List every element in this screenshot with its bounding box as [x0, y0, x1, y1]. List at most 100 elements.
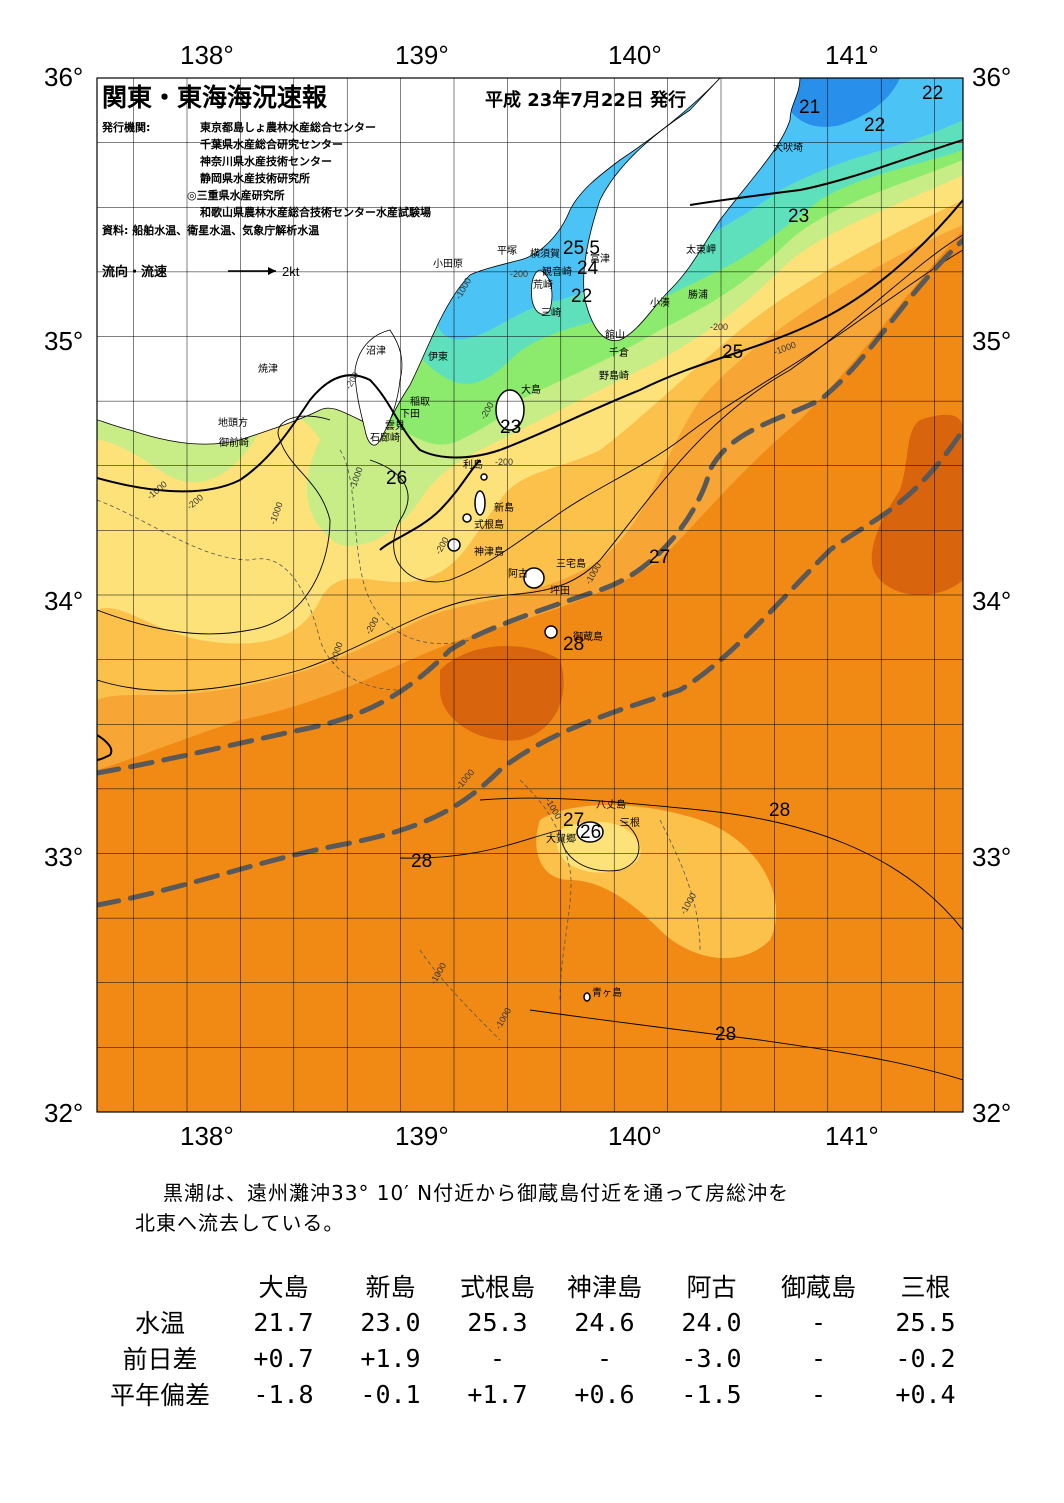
isotherm-line-bold	[379, 459, 481, 551]
place-name: 野島崎	[599, 369, 629, 382]
table-col-header: 三根	[900, 1273, 951, 1302]
table-cell: -0.1	[360, 1379, 421, 1409]
lat-label-left: 36°	[44, 62, 83, 92]
table-corner	[90, 1268, 230, 1304]
isotherm-label: 28	[563, 634, 584, 655]
land-boso-peninsula	[583, 78, 801, 342]
island-mikurajima	[544, 625, 558, 639]
lat-label-left: 33°	[44, 842, 83, 872]
legend-unit: 2kt	[282, 264, 300, 279]
isotherm-label: 28	[411, 851, 432, 872]
isotherm-label: 26	[386, 468, 407, 489]
table-cell: -1.8	[253, 1379, 314, 1409]
isotherm-label: 21	[799, 97, 820, 118]
table-cell: 25.5	[895, 1307, 956, 1337]
isotherm-line	[479, 797, 963, 931]
table-cell: -	[810, 1307, 827, 1337]
isotherm-line	[559, 819, 640, 872]
table-cell: 21.7	[253, 1307, 314, 1337]
table-cell: -	[810, 1343, 827, 1373]
land-kanto-mainland	[97, 78, 721, 445]
lat-label-left: 32°	[44, 1098, 83, 1128]
lon-label-top: 139°	[395, 40, 449, 70]
issuer-item: 東京都島しょ農林水産総合センター	[200, 120, 376, 134]
place-name: 富津	[590, 252, 610, 265]
isobath-label: -200	[495, 457, 513, 467]
table-cell: -	[596, 1343, 613, 1373]
isotherm-label: 27	[563, 810, 584, 831]
place-name: 阿古	[508, 567, 528, 580]
table-row: 水温 21.7 23.0 25.3 24.6 24.0 - 25.5	[90, 1304, 979, 1340]
place-name: 式根島	[474, 518, 504, 531]
isobath-line	[519, 779, 572, 1001]
sea-area-warm-patch	[440, 646, 564, 741]
island-toshima	[480, 473, 488, 481]
legend-arrowhead-icon	[268, 267, 276, 275]
lat-label-right: 36°	[972, 62, 1011, 92]
place-name: 下田	[400, 409, 420, 420]
place-name: 千倉	[609, 346, 629, 359]
sea-area-21	[780, 78, 900, 127]
isotherm-label: 25	[722, 342, 743, 363]
island-miyakejima	[523, 567, 545, 589]
data-source: 資料: 船舶水温、衛星水温、気象庁解析水温	[102, 223, 319, 237]
lon-label-top: 141°	[825, 40, 879, 70]
summary-line-1: 黒潮は、遠州灘沖33° 10′ N付近から御蔵島付近を通って房総沖を	[163, 1181, 790, 1205]
place-name: 勝浦	[688, 288, 708, 301]
place-name: 地頭方	[218, 416, 248, 429]
map-title: 関東・東海海況速報	[102, 83, 328, 112]
land-miura-peninsula	[531, 269, 553, 315]
place-name: 荒崎	[533, 278, 553, 291]
kuroshio-path	[97, 427, 963, 908]
table-col-header: 大島	[258, 1273, 309, 1302]
table-cell: 24.0	[681, 1307, 742, 1337]
lat-label-right: 35°	[972, 326, 1011, 356]
island-oshima	[495, 389, 525, 431]
table-cell: -	[489, 1343, 506, 1373]
place-name: 犬吠埼	[773, 141, 803, 154]
lat-label-right: 33°	[972, 842, 1011, 872]
lat-lon-grid	[97, 78, 963, 1112]
place-name: 三宅島	[556, 557, 586, 570]
sea-area-warm-patch	[871, 414, 963, 595]
table-cell: -3.0	[681, 1343, 742, 1373]
map-frame	[96, 77, 964, 1113]
isobath-label: -200	[710, 322, 728, 332]
table-col-header: 式根島	[459, 1273, 535, 1302]
place-name: 青ヶ島	[592, 986, 622, 999]
isobath-label: -200	[510, 269, 528, 279]
issuer-item: 神奈川県水産技術センター	[200, 154, 332, 168]
table-row-header: 前日差	[122, 1345, 198, 1374]
isotherm-line	[529, 1009, 963, 1081]
isobath-line	[97, 499, 401, 691]
lat-label-left: 34°	[44, 586, 83, 616]
kuroshio-path	[97, 237, 963, 776]
table-cell: -1.5	[681, 1379, 742, 1409]
lat-label-right: 32°	[972, 1098, 1011, 1128]
place-name: 小田原	[433, 258, 463, 270]
isotherm-line	[97, 415, 331, 635]
summary-line-2: 北東へ流去している。	[135, 1211, 345, 1235]
isotherm-line-bold	[97, 734, 113, 761]
issuer-item: 静岡県水産技術研究所	[200, 171, 310, 185]
isotherm-label: 28	[715, 1024, 736, 1045]
isotherm-label: 28	[769, 800, 790, 821]
isobath-line	[339, 449, 471, 644]
place-name: 三根	[620, 816, 640, 829]
lon-label-top: 140°	[608, 40, 662, 70]
isotherm-line	[399, 829, 561, 859]
issuer-item: ◎三重県水産研究所	[187, 188, 285, 202]
table-col-header: 神津島	[566, 1273, 642, 1302]
place-name: 八丈島	[596, 798, 626, 811]
place-name: 稲取	[410, 396, 430, 408]
isotherm-label: 25.5	[563, 238, 600, 259]
place-name: 観音崎	[542, 265, 572, 278]
table-cell: -0.2	[895, 1343, 956, 1373]
table-cell: -	[810, 1379, 827, 1409]
place-name: 横須賀	[530, 247, 560, 260]
lon-label-bottom: 139°	[395, 1121, 449, 1151]
place-name: 坪田	[550, 584, 570, 597]
island-aogashima	[583, 992, 591, 1002]
kuroshio-summary: 黒潮は、遠州灘沖33° 10′ N付近から御蔵島付近を通って房総沖を 北東へ流去…	[135, 1178, 965, 1238]
table-col-header: 新島	[365, 1273, 416, 1302]
